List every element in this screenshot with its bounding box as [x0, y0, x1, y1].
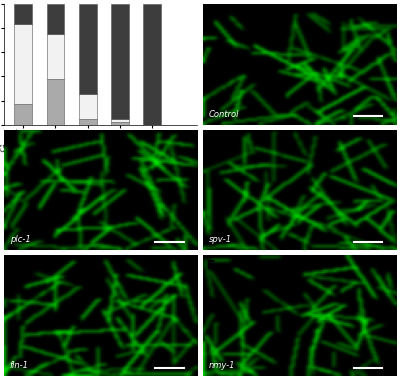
Legend: Occupied
Spermatheca, Unoccupied
Spermatheca, Small piece: Occupied Spermatheca, Unoccupied Spermat… — [204, 7, 266, 52]
Bar — [14, 24, 32, 104]
Bar — [47, 79, 64, 125]
Text: Control: Control — [209, 110, 239, 119]
Text: plc-1: plc-1 — [10, 235, 30, 244]
Bar — [79, 95, 96, 119]
Text: nmy-1: nmy-1 — [209, 361, 235, 370]
Bar — [47, 4, 64, 34]
Bar — [111, 119, 129, 122]
Bar — [14, 4, 32, 24]
Bar — [79, 119, 96, 125]
Text: C: C — [8, 133, 17, 146]
Text: F: F — [207, 259, 215, 272]
Text: spv-1: spv-1 — [209, 235, 232, 244]
Bar — [111, 4, 129, 119]
Bar — [47, 34, 64, 79]
Text: D: D — [207, 133, 217, 146]
Bar — [79, 4, 96, 95]
Bar — [14, 104, 32, 125]
Text: F: F — [207, 259, 215, 272]
Text: C: C — [8, 133, 17, 146]
Text: D: D — [207, 133, 217, 146]
Bar — [143, 4, 161, 125]
Text: fln-1: fln-1 — [10, 361, 29, 370]
Text: B: B — [207, 8, 216, 21]
Bar — [111, 122, 129, 125]
Text: E: E — [8, 259, 16, 272]
Text: E: E — [8, 259, 16, 272]
Text: B: B — [207, 8, 216, 21]
